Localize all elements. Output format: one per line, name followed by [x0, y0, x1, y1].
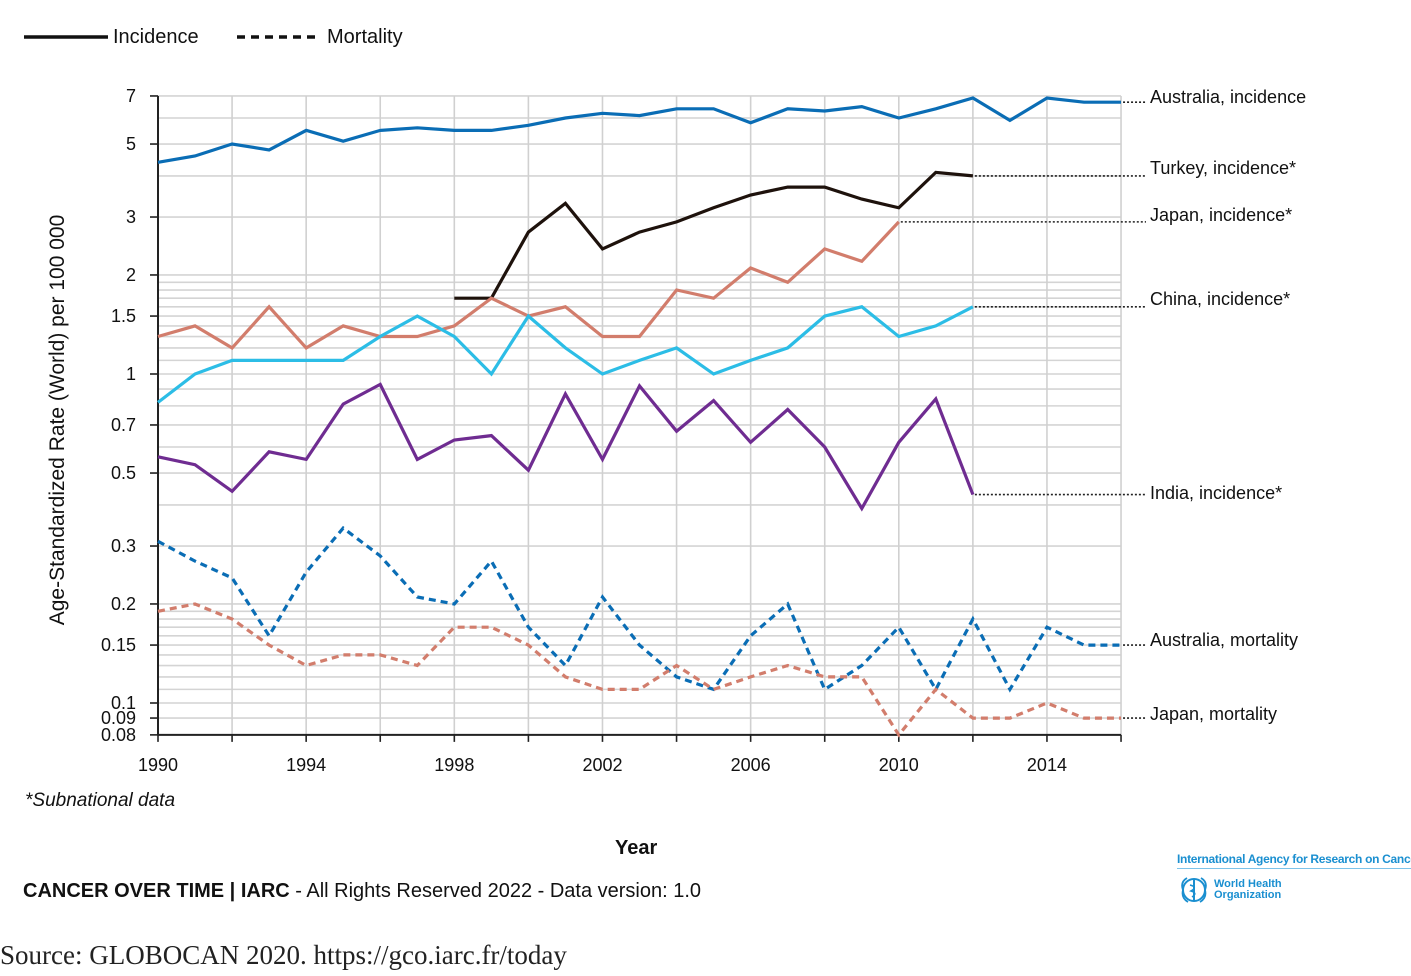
y-tick-label: 7: [126, 86, 136, 106]
legend-incidence-label: Incidence: [113, 26, 199, 48]
y-tick-label: 0.08: [101, 725, 136, 745]
y-axis-title: Age-Standardized Rate (World) per 100 00…: [46, 215, 69, 626]
series-line-turkey-incidence: [454, 170, 974, 300]
series-line-japan-mortality: [157, 602, 1121, 738]
series-label: India, incidence*: [1150, 483, 1282, 503]
y-tick-label: 0.5: [111, 463, 136, 483]
series-line-australia-mortality: [157, 525, 1121, 693]
series-label: Japan, incidence*: [1150, 205, 1292, 225]
y-tick-label: 0.3: [111, 536, 136, 556]
series-labels: Australia, incidence Turkey, incidence* Ja…: [900, 87, 1306, 724]
iarc-logo: International Agency for Research on Can…: [1177, 852, 1411, 869]
y-tick-label: 3: [126, 207, 136, 227]
series-label: China, incidence*: [1150, 289, 1290, 309]
y-tick-label: 1: [126, 364, 136, 384]
y-tick-label: 5: [126, 134, 136, 154]
series-label: Japan, mortality: [1150, 704, 1277, 724]
series-lines: [157, 96, 1121, 738]
footer-text: CANCER OVER TIME | IARC - All Rights Res…: [23, 880, 701, 903]
y-tick-label: 1.5: [111, 306, 136, 326]
x-tick-label: 2006: [731, 755, 771, 775]
x-tick-label: 1998: [434, 755, 474, 775]
who-logo: World Health Organization: [1178, 876, 1282, 904]
y-tick-label: 0.15: [101, 635, 136, 655]
y-tick-label: 0.09: [101, 708, 136, 728]
y-tick-label: 0.7: [111, 415, 136, 435]
x-tick-label: 2014: [1027, 755, 1067, 775]
y-tick-label: 2: [126, 265, 136, 285]
gridlines: [157, 95, 1122, 736]
series-line-india-incidence: [157, 382, 975, 512]
x-axis-title: Year: [615, 837, 658, 859]
x-tick-label: 2010: [879, 755, 919, 775]
x-tick-label: 1990: [138, 755, 178, 775]
legend: Incidence Mortality: [24, 26, 403, 48]
y-tick-label: 0.1: [111, 693, 136, 713]
footer-brand: CANCER OVER TIME | IARC: [23, 880, 290, 902]
series-label: Turkey, incidence*: [1150, 158, 1296, 178]
footnote: *Subnational data: [25, 790, 176, 811]
who-emblem-icon: [1181, 877, 1207, 903]
legend-mortality-label: Mortality: [327, 26, 403, 48]
source-caption: Source: GLOBOCAN 2020. https://gco.iarc.…: [0, 940, 567, 970]
series-line-australia-incidence: [157, 96, 1121, 164]
x-tick-label: 2002: [582, 755, 622, 775]
series-label: Australia, mortality: [1150, 630, 1298, 650]
series-line-china-incidence: [157, 305, 974, 404]
y-tick-label: 0.2: [111, 594, 136, 614]
who-line1: World Health: [1214, 878, 1282, 890]
who-line2: Organization: [1214, 889, 1282, 901]
footer-rights: - All Rights Reserved 2022 - Data versio…: [289, 880, 702, 902]
series-label: Australia, incidence: [1150, 87, 1306, 107]
x-tick-label: 1994: [286, 755, 326, 775]
